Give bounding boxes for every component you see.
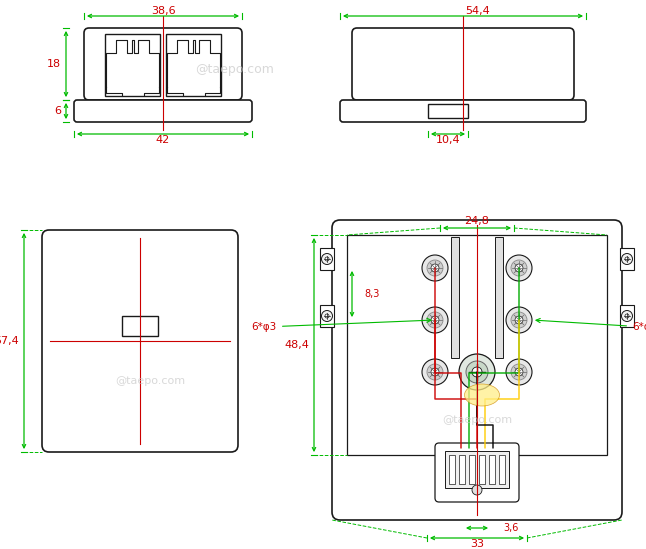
Text: 3,6: 3,6 — [503, 523, 518, 533]
Bar — [320, 248, 334, 270]
Circle shape — [427, 260, 443, 276]
Circle shape — [511, 364, 527, 380]
Circle shape — [625, 257, 629, 261]
Bar — [620, 305, 634, 327]
Circle shape — [422, 255, 448, 281]
Text: 42: 42 — [156, 135, 170, 145]
Circle shape — [625, 314, 629, 318]
FancyBboxPatch shape — [74, 100, 252, 122]
Bar — [459, 455, 465, 484]
Circle shape — [325, 257, 329, 261]
Circle shape — [427, 364, 443, 380]
Bar — [451, 237, 459, 358]
Circle shape — [322, 254, 333, 265]
Text: 6*φ3: 6*φ3 — [252, 318, 431, 332]
FancyBboxPatch shape — [340, 100, 586, 122]
Text: 6: 6 — [54, 106, 61, 116]
Text: @taepo.com: @taepo.com — [196, 64, 275, 76]
Bar — [449, 455, 455, 484]
Text: 24,8: 24,8 — [464, 216, 490, 226]
Text: 8,3: 8,3 — [364, 289, 379, 299]
Circle shape — [515, 264, 523, 272]
Bar — [105, 34, 160, 96]
FancyBboxPatch shape — [84, 28, 242, 100]
Circle shape — [515, 368, 523, 376]
Bar — [122, 316, 158, 336]
Text: 38,6: 38,6 — [151, 6, 175, 16]
Bar — [347, 235, 607, 455]
Text: @taepo.com: @taepo.com — [442, 415, 512, 425]
Circle shape — [422, 359, 448, 385]
FancyBboxPatch shape — [332, 220, 622, 520]
Text: 57,4: 57,4 — [0, 336, 19, 346]
Circle shape — [431, 368, 439, 376]
Text: 6*φ6: 6*φ6 — [536, 318, 646, 332]
Circle shape — [459, 354, 495, 390]
Text: 18: 18 — [47, 59, 61, 69]
Circle shape — [621, 254, 632, 265]
Circle shape — [511, 260, 527, 276]
Bar — [479, 455, 485, 484]
Circle shape — [472, 485, 482, 495]
Text: 10,4: 10,4 — [435, 135, 461, 145]
Bar — [445, 451, 509, 488]
Circle shape — [325, 314, 329, 318]
Circle shape — [422, 307, 448, 333]
Circle shape — [431, 264, 439, 272]
FancyBboxPatch shape — [435, 443, 519, 502]
Text: 54,4: 54,4 — [466, 6, 490, 16]
Circle shape — [506, 255, 532, 281]
Bar — [499, 455, 505, 484]
Bar — [620, 248, 634, 270]
Circle shape — [506, 307, 532, 333]
Circle shape — [466, 361, 488, 383]
Bar — [166, 34, 221, 96]
FancyBboxPatch shape — [352, 28, 574, 100]
Circle shape — [322, 311, 333, 322]
Text: 48,4: 48,4 — [284, 340, 309, 350]
Bar — [469, 455, 475, 484]
Circle shape — [515, 316, 523, 324]
Circle shape — [621, 311, 632, 322]
Circle shape — [511, 312, 527, 328]
Circle shape — [472, 367, 482, 377]
Ellipse shape — [464, 384, 499, 406]
FancyBboxPatch shape — [42, 230, 238, 452]
Circle shape — [427, 312, 443, 328]
Circle shape — [431, 316, 439, 324]
Bar — [320, 305, 334, 327]
Bar — [428, 104, 468, 118]
Text: @taepo.com: @taepo.com — [115, 376, 185, 386]
Bar — [495, 237, 503, 358]
Text: 33: 33 — [470, 539, 484, 549]
Circle shape — [506, 359, 532, 385]
Bar — [489, 455, 495, 484]
